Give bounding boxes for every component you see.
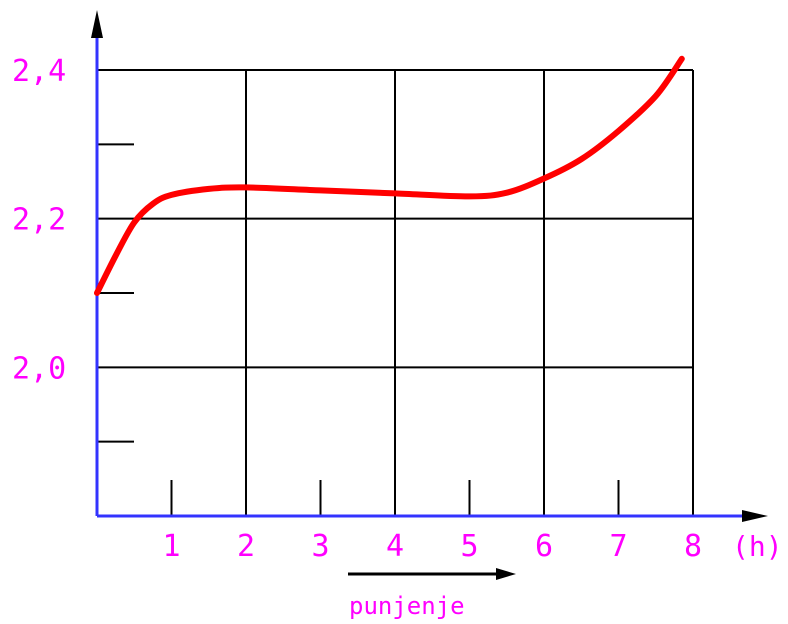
x-tick-labels: 1 2 3 4 5 6 7 8 <box>162 529 702 564</box>
y-tick-label-2: 2,4 <box>12 54 66 89</box>
y-tick-label-0: 2,0 <box>12 351 66 386</box>
direction-arrow <box>348 568 516 580</box>
minor-ticks <box>97 143 620 516</box>
x-axis-arrowhead <box>742 510 768 522</box>
x-tick-label-3: 3 <box>311 529 329 564</box>
x-tick-label-6: 6 <box>535 529 553 564</box>
x-tick-label-2: 2 <box>237 529 255 564</box>
grid-lines <box>97 69 694 516</box>
y-tick-labels: 2,0 2,2 2,4 <box>12 54 66 386</box>
series-line-0 <box>94 55 685 296</box>
x-tick-label-4: 4 <box>386 529 404 564</box>
axes <box>91 10 768 522</box>
x-unit-label: (h) <box>732 530 783 563</box>
x-tick-label-8: 8 <box>684 529 702 564</box>
data-series <box>94 55 685 296</box>
x-tick-label-1: 1 <box>162 529 180 564</box>
x-tick-label-5: 5 <box>460 529 478 564</box>
y-tick-label-1: 2,2 <box>12 203 66 238</box>
x-tick-label-7: 7 <box>609 529 627 564</box>
x-axis-title: punjenje <box>349 592 465 620</box>
y-axis-arrowhead <box>91 10 103 38</box>
